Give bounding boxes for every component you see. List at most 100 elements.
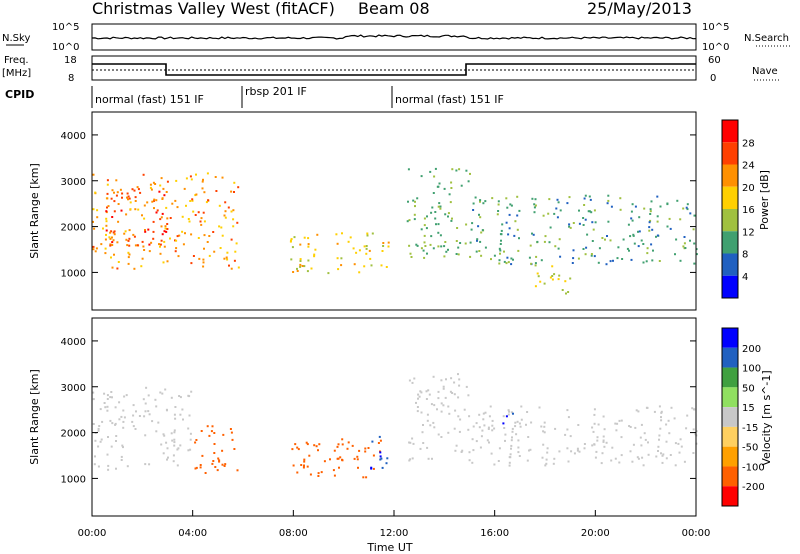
- data-cell: [117, 203, 120, 205]
- data-cell: [430, 211, 433, 214]
- data-cell: [183, 187, 186, 190]
- data-cell: [303, 464, 305, 467]
- data-cell: [237, 266, 240, 269]
- data-cell: [189, 175, 192, 178]
- data-cell: [159, 252, 162, 255]
- colorbar-swatch: [722, 367, 738, 388]
- data-cell: [445, 378, 447, 381]
- data-cell: [202, 258, 205, 261]
- colorbar-tick-label: 4: [742, 272, 748, 283]
- data-cell: [564, 433, 567, 436]
- data-cell: [426, 215, 428, 218]
- data-cell: [128, 229, 131, 232]
- data-cell: [508, 461, 511, 464]
- data-cell: [291, 246, 294, 249]
- data-cell: [500, 239, 502, 242]
- data-cell: [542, 214, 545, 217]
- data-cell: [308, 454, 311, 457]
- data-cell: [129, 208, 132, 211]
- x-axis-label: Time UT: [366, 541, 412, 554]
- data-cell: [512, 412, 514, 415]
- data-cell: [543, 240, 546, 243]
- data-cell: [591, 426, 594, 429]
- data-cell: [673, 417, 676, 420]
- data-cell: [303, 236, 306, 239]
- data-cell: [683, 460, 686, 463]
- data-cell: [632, 443, 635, 446]
- data-cell: [493, 427, 496, 430]
- data-cell: [474, 196, 477, 199]
- data-cell: [105, 217, 108, 220]
- data-cell: [386, 457, 389, 460]
- data-cell: [296, 471, 299, 474]
- data-cell: [637, 245, 640, 248]
- data-cell: [316, 233, 319, 236]
- data-cell: [641, 456, 644, 459]
- data-cell: [640, 444, 643, 447]
- data-cell: [642, 464, 645, 467]
- data-cell: [173, 441, 176, 444]
- data-cell: [172, 460, 175, 463]
- data-cell: [200, 217, 203, 220]
- data-cell: [665, 423, 668, 426]
- data-cell: [232, 225, 235, 228]
- data-cell: [642, 261, 645, 264]
- data-cell: [155, 430, 158, 433]
- data-cell: [113, 233, 116, 236]
- y-tick-label: 3000: [61, 177, 86, 188]
- data-cell: [210, 430, 213, 433]
- data-cell: [498, 262, 501, 265]
- data-cell: [104, 238, 107, 241]
- data-cell: [430, 235, 433, 238]
- data-cell: [670, 406, 673, 409]
- data-cell: [507, 409, 510, 412]
- data-cell: [539, 280, 542, 283]
- data-cell: [649, 210, 652, 213]
- data-cell: [607, 194, 610, 197]
- data-cell: [143, 204, 146, 207]
- data-cell: [299, 258, 302, 261]
- data-cell: [514, 220, 517, 223]
- data-cell: [120, 209, 123, 212]
- data-cell: [127, 239, 130, 242]
- data-cell: [156, 209, 159, 212]
- data-cell: [478, 413, 481, 416]
- data-cell: [111, 396, 113, 399]
- data-cell: [133, 189, 136, 192]
- data-cell: [505, 262, 508, 265]
- data-cell: [500, 233, 503, 236]
- data-cell: [432, 421, 435, 424]
- data-cell: [482, 202, 485, 205]
- power-y-ticks: 1000 2000 3000 4000: [61, 131, 696, 279]
- data-cell: [638, 230, 641, 233]
- data-cell: [518, 209, 521, 212]
- data-cell: [502, 415, 505, 418]
- data-cell: [192, 255, 195, 257]
- data-cell: [195, 173, 197, 176]
- data-cell: [152, 237, 155, 240]
- data-cell: [338, 466, 340, 469]
- data-cell: [157, 421, 160, 424]
- data-cell: [447, 405, 450, 408]
- data-cell: [187, 218, 190, 220]
- data-cell: [155, 211, 158, 214]
- data-cell: [528, 256, 531, 259]
- data-cell: [194, 194, 197, 197]
- data-cell: [682, 245, 685, 248]
- data-cell: [364, 450, 367, 453]
- data-cell: [164, 225, 167, 228]
- freq-frame: [91, 55, 697, 81]
- data-cell: [203, 191, 206, 194]
- data-cell: [597, 423, 600, 426]
- data-cell: [194, 441, 197, 444]
- data-cell: [159, 184, 162, 187]
- data-cell: [107, 205, 110, 208]
- data-cell: [677, 442, 680, 445]
- data-cell: [230, 238, 233, 241]
- data-cell: [693, 214, 696, 217]
- data-cell: [128, 244, 131, 247]
- data-cell: [357, 466, 359, 469]
- data-cell: [591, 221, 594, 224]
- data-cell: [578, 450, 581, 453]
- data-cell: [172, 454, 175, 457]
